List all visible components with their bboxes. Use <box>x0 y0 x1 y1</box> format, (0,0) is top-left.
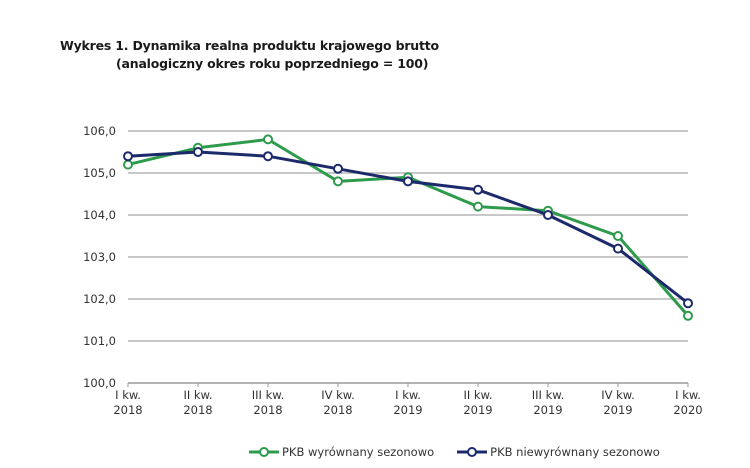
data-point-0 <box>613 231 623 241</box>
x-tick-label-quarter: IV kw. <box>601 388 635 402</box>
x-tick-label-year: 2020 <box>673 403 702 417</box>
y-tick-label: 101,0 <box>83 334 116 348</box>
x-tick-label-quarter: II kw. <box>463 388 492 402</box>
data-point-1 <box>123 151 133 162</box>
data-point-1 <box>473 184 483 195</box>
data-point-0 <box>683 310 693 321</box>
x-tick-label-quarter: III kw. <box>252 388 285 402</box>
series-line-0 <box>127 137 690 317</box>
x-tick-label-year: 2018 <box>113 403 142 417</box>
y-tick-label: 104,0 <box>83 208 116 222</box>
data-point-0 <box>263 134 273 145</box>
chart-subtitle: (analogiczny okres roku poprzedniego = 1… <box>116 56 429 71</box>
data-point-1 <box>543 210 553 220</box>
y-tick-label: 105,0 <box>83 166 116 180</box>
x-tick-label-quarter: IV kw. <box>321 388 355 402</box>
y-tick-label: 102,0 <box>83 292 116 306</box>
data-point-1 <box>403 176 413 187</box>
legend-item-seasonally-adjusted: PKB wyrównany sezonowo <box>248 445 434 459</box>
x-tick-label-year: 2019 <box>463 403 492 417</box>
x-tick-label-quarter: I kw. <box>675 388 701 402</box>
data-point-1 <box>193 147 203 157</box>
data-point-1 <box>263 151 273 162</box>
data-point-1 <box>613 243 623 254</box>
legend-item-not-adjusted: PKB niewyrównany sezonowo <box>456 445 660 459</box>
x-tick-label-quarter: I kw. <box>115 388 141 402</box>
y-tick-label: 106,0 <box>83 124 116 138</box>
data-point-1 <box>333 163 343 174</box>
legend-label-seasonally-adjusted: PKB wyrównany sezonowo <box>282 445 435 459</box>
x-tick-label-year: 2018 <box>253 403 282 417</box>
x-tick-label-quarter: I kw. <box>395 388 421 402</box>
chart-title-line1: Wykres 1. Dynamika realna produktu krajo… <box>60 38 439 53</box>
data-point-1 <box>683 298 693 309</box>
legend-marker-green <box>249 447 279 457</box>
legend-marker-navy <box>457 447 488 457</box>
data-point-0 <box>333 176 343 187</box>
y-tick-label: 100,0 <box>83 376 116 390</box>
x-tick-label-year: 2018 <box>323 403 352 417</box>
x-tick-label-year: 2019 <box>533 403 562 417</box>
x-tick-label-quarter: III kw. <box>532 388 565 402</box>
data-point-0 <box>123 159 133 170</box>
chart-title: Wykres 1. Dynamika realna produktu krajo… <box>60 37 439 73</box>
x-tick-label-year: 2019 <box>393 403 422 417</box>
x-tick-label-quarter: II kw. <box>183 388 212 402</box>
y-tick-label: 103,0 <box>83 250 116 264</box>
x-tick-label-year: 2019 <box>603 403 632 417</box>
data-point-0 <box>473 201 483 212</box>
x-tick-label-year: 2018 <box>183 403 212 417</box>
legend: PKB wyrównany sezonowo PKB niewyrównany … <box>248 445 660 459</box>
legend-label-not-adjusted: PKB niewyrównany sezonowo <box>490 445 660 459</box>
